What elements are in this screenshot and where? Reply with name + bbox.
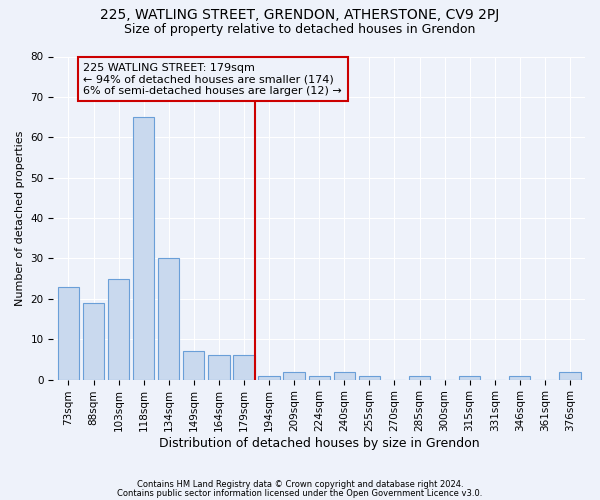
Bar [233, 356, 254, 380]
Y-axis label: Number of detached properties: Number of detached properties [15, 130, 25, 306]
Text: 225, WATLING STREET, GRENDON, ATHERSTONE, CV9 2PJ: 225, WATLING STREET, GRENDON, ATHERSTONE… [100, 8, 500, 22]
Bar [83, 303, 104, 380]
Text: Size of property relative to detached houses in Grendon: Size of property relative to detached ho… [124, 22, 476, 36]
Bar [409, 376, 430, 380]
Text: Contains public sector information licensed under the Open Government Licence v3: Contains public sector information licen… [118, 488, 482, 498]
X-axis label: Distribution of detached houses by size in Grendon: Distribution of detached houses by size … [159, 437, 479, 450]
Bar [459, 376, 481, 380]
Bar [133, 117, 154, 380]
Text: 225 WATLING STREET: 179sqm
← 94% of detached houses are smaller (174)
6% of semi: 225 WATLING STREET: 179sqm ← 94% of deta… [83, 62, 342, 96]
Bar [158, 258, 179, 380]
Bar [208, 356, 230, 380]
Bar [58, 286, 79, 380]
Bar [359, 376, 380, 380]
Bar [559, 372, 581, 380]
Text: Contains HM Land Registry data © Crown copyright and database right 2024.: Contains HM Land Registry data © Crown c… [137, 480, 463, 489]
Bar [259, 376, 280, 380]
Bar [308, 376, 330, 380]
Bar [108, 278, 129, 380]
Bar [183, 352, 205, 380]
Bar [509, 376, 530, 380]
Bar [283, 372, 305, 380]
Bar [334, 372, 355, 380]
